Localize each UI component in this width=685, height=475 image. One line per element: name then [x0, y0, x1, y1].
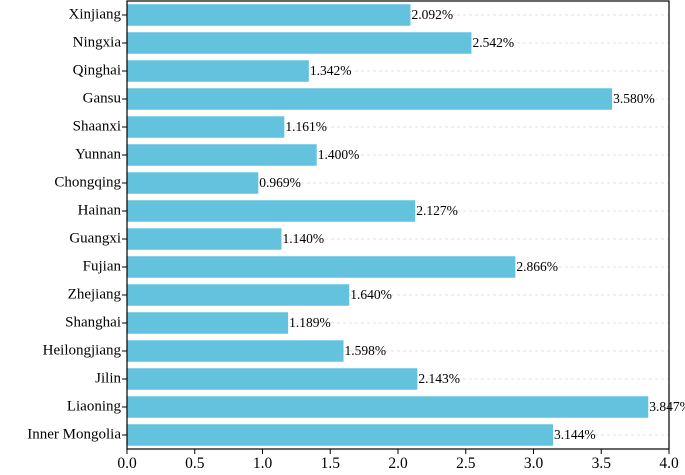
value-label: 3.144% — [554, 427, 596, 442]
bar — [127, 144, 317, 166]
category-label: Gansu — [83, 90, 122, 106]
bar — [127, 88, 613, 110]
value-label: 1.400% — [318, 147, 360, 162]
category-label: Shaanxi — [73, 118, 121, 134]
bar — [127, 4, 411, 26]
x-tick-label: 4.0 — [659, 455, 679, 472]
value-label: 1.189% — [289, 315, 331, 330]
value-label: 1.342% — [310, 63, 352, 78]
category-label: Qinghai — [73, 62, 121, 78]
x-tick-label: 2.5 — [456, 455, 476, 472]
bar — [127, 172, 259, 194]
bar — [127, 284, 350, 306]
bar — [127, 312, 289, 334]
value-label: 0.969% — [259, 175, 301, 190]
x-tick-label: 3.0 — [524, 455, 544, 472]
value-label: 1.640% — [350, 287, 392, 302]
labels: Xinjiang 2.092% Ningxia 2.542% Qinghai 1.342%… — [27, 6, 685, 442]
bar — [127, 32, 472, 54]
category-label: Xinjiang — [69, 6, 122, 22]
category-label: Heilongjiang — [43, 342, 122, 358]
bar — [127, 368, 418, 390]
x-axis-ticks: 0.0 0.5 1.0 1.5 2.0 2.5 3.0 3.5 4.0 — [117, 14, 679, 472]
category-label: Ningxia — [73, 34, 122, 50]
x-tick-label: 0.0 — [117, 455, 137, 472]
category-label: Jilin — [95, 370, 121, 386]
value-label: 1.140% — [282, 231, 324, 246]
value-label: 1.161% — [285, 119, 327, 134]
value-label: 2.542% — [472, 35, 514, 50]
x-tick-label: 2.0 — [388, 455, 408, 472]
x-tick-label: 1.5 — [321, 455, 341, 472]
category-label: Zhejiang — [68, 286, 122, 302]
bar — [127, 228, 282, 250]
x-tick-label: 1.0 — [253, 455, 273, 472]
value-label: 2.092% — [411, 7, 453, 22]
value-label: 2.143% — [418, 371, 460, 386]
x-tick-label: 0.5 — [185, 455, 205, 472]
value-label: 3.847% — [649, 399, 685, 414]
category-label: Yunnan — [75, 146, 121, 162]
value-label: 3.580% — [613, 91, 655, 106]
value-label: 2.866% — [516, 259, 558, 274]
value-label: 2.127% — [416, 203, 458, 218]
bars — [127, 4, 649, 446]
category-label: Fujian — [83, 258, 122, 274]
category-label: Liaoning — [67, 398, 122, 414]
category-label: Guangxi — [69, 230, 121, 246]
category-label: Inner Mongolia — [27, 426, 121, 442]
bar — [127, 200, 416, 222]
bar — [127, 60, 309, 82]
x-tick-label: 3.5 — [592, 455, 612, 472]
category-label: Hainan — [78, 202, 122, 218]
bar — [127, 396, 649, 418]
value-label: 1.598% — [345, 343, 387, 358]
bar — [127, 340, 344, 362]
category-label: Chongqing — [54, 174, 121, 190]
category-label: Shanghai — [65, 314, 121, 330]
bar — [127, 256, 516, 278]
bar — [127, 116, 285, 138]
bar — [127, 424, 554, 446]
